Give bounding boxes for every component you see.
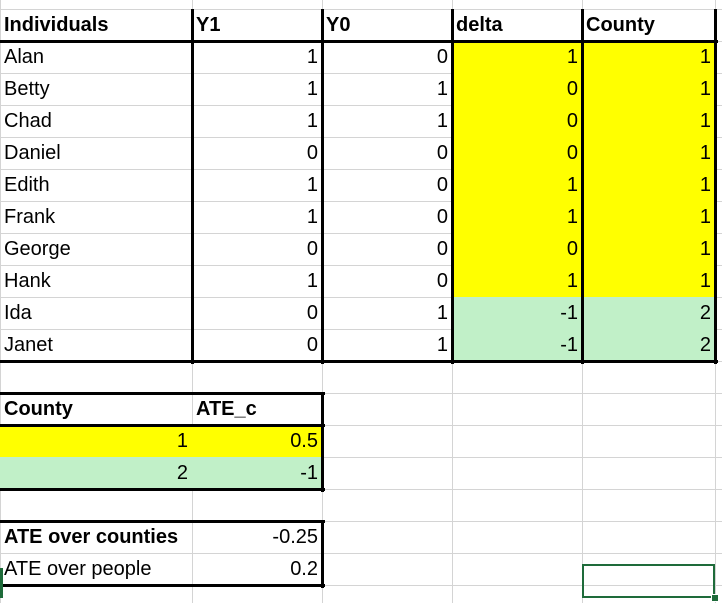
y1-value[interactable]: 1 <box>306 270 318 292</box>
ate-c-value[interactable]: -1 <box>300 462 318 484</box>
header-county[interactable]: County <box>586 14 655 36</box>
individual-name[interactable]: Edith <box>4 174 50 196</box>
county-value[interactable]: 1 <box>699 110 711 132</box>
y0-value[interactable]: 1 <box>436 110 448 132</box>
county-value[interactable]: 1 <box>699 238 711 260</box>
delta-value[interactable]: 1 <box>566 174 578 196</box>
y1-value[interactable]: 1 <box>306 110 318 132</box>
header-delta[interactable]: delta <box>456 14 503 36</box>
header-individuals[interactable]: Individuals <box>4 14 109 36</box>
county-value[interactable]: 2 <box>699 302 711 324</box>
county-value[interactable]: 1 <box>699 206 711 228</box>
individual-name[interactable]: Betty <box>4 78 50 100</box>
header-y0[interactable]: Y0 <box>326 14 351 36</box>
header-county-summary[interactable]: County <box>4 398 73 420</box>
y0-value[interactable]: 0 <box>436 142 448 164</box>
delta-value[interactable]: 0 <box>566 78 578 100</box>
ate-over-people-value[interactable]: 0.2 <box>290 558 318 580</box>
county-value[interactable]: 1 <box>699 174 711 196</box>
delta-value[interactable]: -1 <box>560 302 578 324</box>
individual-name[interactable]: Ida <box>4 302 32 324</box>
individual-name[interactable]: Hank <box>4 270 51 292</box>
individual-name[interactable]: Janet <box>4 334 53 356</box>
y0-value[interactable]: 1 <box>436 78 448 100</box>
county-value[interactable]: 1 <box>699 78 711 100</box>
delta-value[interactable]: 1 <box>566 46 578 68</box>
delta-value[interactable]: 0 <box>566 110 578 132</box>
y0-value[interactable]: 0 <box>436 238 448 260</box>
y1-value[interactable]: 1 <box>306 206 318 228</box>
delta-value[interactable]: 1 <box>566 270 578 292</box>
county-value[interactable]: 1 <box>699 270 711 292</box>
y0-value[interactable]: 0 <box>436 206 448 228</box>
county-id[interactable]: 1 <box>176 430 188 452</box>
selected-cell[interactable] <box>582 564 715 598</box>
individual-name[interactable]: George <box>4 238 71 260</box>
individual-name[interactable]: Chad <box>4 110 52 132</box>
y1-value[interactable]: 0 <box>306 302 318 324</box>
header-ate-c[interactable]: ATE_c <box>196 398 257 420</box>
header-y1[interactable]: Y1 <box>196 14 221 36</box>
y1-value[interactable]: 1 <box>306 174 318 196</box>
county-value[interactable]: 1 <box>699 142 711 164</box>
ate-over-people-label[interactable]: ATE over people <box>4 558 152 580</box>
y1-value[interactable]: 0 <box>306 238 318 260</box>
individual-name[interactable]: Daniel <box>4 142 61 164</box>
fill-handle[interactable] <box>711 594 719 602</box>
individual-name[interactable]: Frank <box>4 206 56 228</box>
ate-over-counties-label[interactable]: ATE over counties <box>4 526 179 548</box>
county-value[interactable]: 2 <box>699 334 711 356</box>
y0-value[interactable]: 0 <box>436 270 448 292</box>
y1-value[interactable]: 1 <box>306 46 318 68</box>
delta-value[interactable]: 0 <box>566 142 578 164</box>
y1-value[interactable]: 1 <box>306 78 318 100</box>
ate-c-value[interactable]: 0.5 <box>290 430 318 452</box>
y0-value[interactable]: 1 <box>436 302 448 324</box>
delta-value[interactable]: -1 <box>560 334 578 356</box>
row-indicator-marker <box>0 568 3 598</box>
y0-value[interactable]: 1 <box>436 334 448 356</box>
y0-value[interactable]: 0 <box>436 174 448 196</box>
y1-value[interactable]: 0 <box>306 142 318 164</box>
y0-value[interactable]: 0 <box>436 46 448 68</box>
ate-over-counties-value[interactable]: -0.25 <box>272 526 318 548</box>
y1-value[interactable]: 0 <box>306 334 318 356</box>
delta-value[interactable]: 1 <box>566 206 578 228</box>
county-value[interactable]: 1 <box>699 46 711 68</box>
county-id[interactable]: 2 <box>176 462 188 484</box>
delta-value[interactable]: 0 <box>566 238 578 260</box>
individual-name[interactable]: Alan <box>4 46 45 68</box>
